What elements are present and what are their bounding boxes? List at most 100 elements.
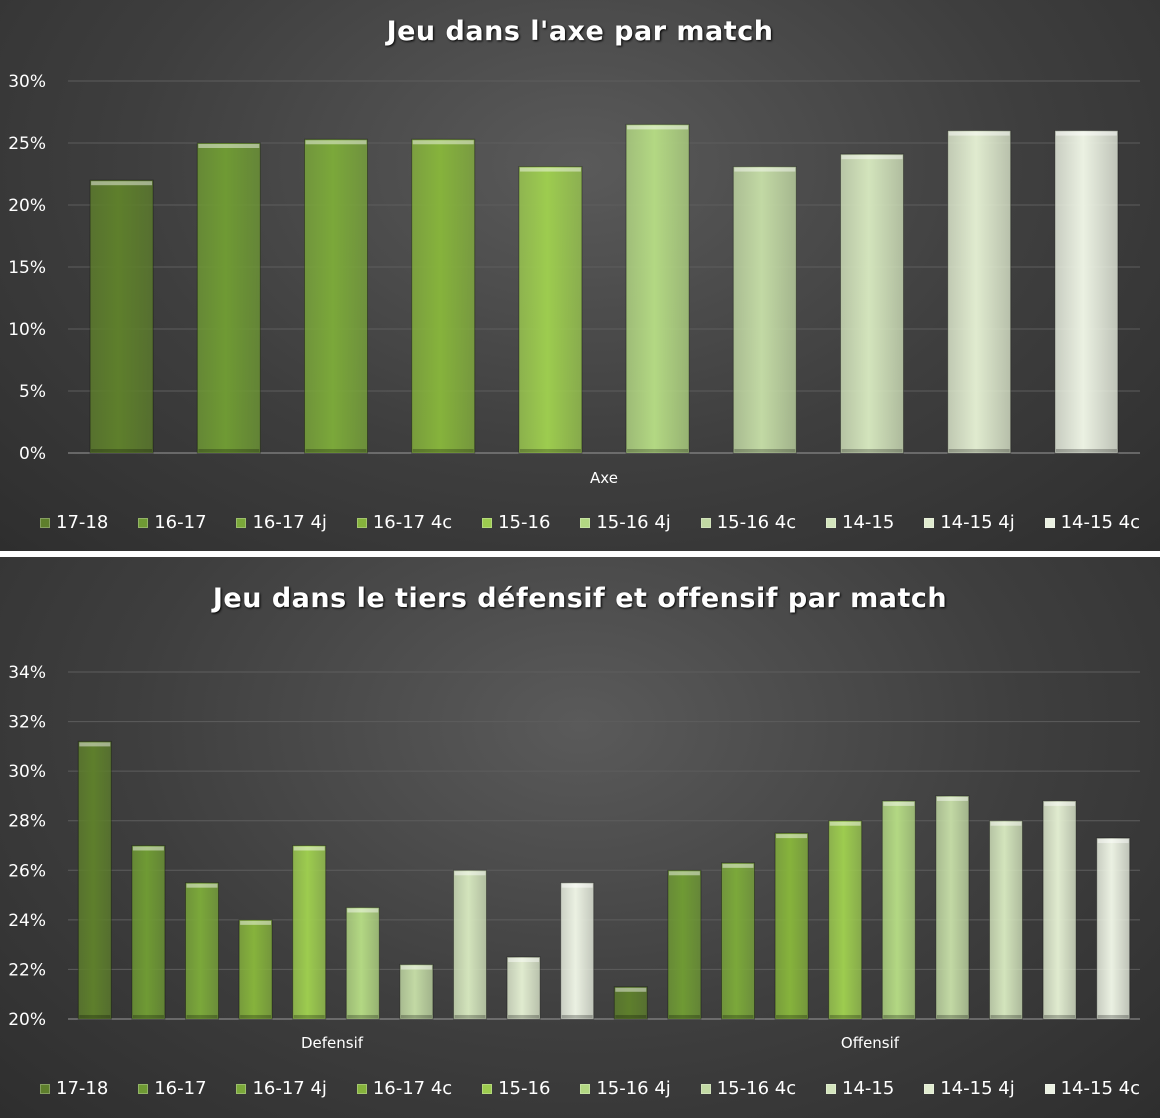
bar-highlight [776, 834, 808, 839]
bar [667, 869, 702, 1020]
legend-label: 14-15 [842, 512, 895, 533]
y-tick-label: 32% [8, 713, 46, 733]
legend-label: 15-16 4j [596, 1078, 671, 1099]
chart-tiers-plot: 20% 22% 24% 26% 28% 30% 32% 34% Defensif Offensif [8, 663, 1140, 1052]
legend-item: 14-15 4j [924, 1078, 1015, 1099]
y-tick-label: 10% [8, 320, 46, 340]
bar-shade [734, 449, 796, 452]
bar-body [560, 882, 595, 1020]
legend-label: 15-16 4c [716, 1078, 797, 1099]
bar-body [196, 142, 261, 454]
bar-body [1096, 837, 1131, 1020]
bar-shade [508, 1015, 540, 1018]
legend-label: 14-15 4c [1060, 1078, 1140, 1099]
bar-body [292, 845, 327, 1020]
bar-shade [240, 1015, 272, 1018]
bar-highlight [841, 155, 903, 160]
legend-label: 17-18 [56, 512, 109, 533]
bar [292, 845, 327, 1020]
bar-body [613, 986, 648, 1020]
bar-shade [829, 1015, 861, 1018]
bar-highlight [132, 846, 164, 851]
legend-item: 15-16 4c [700, 1078, 797, 1099]
bar-body [411, 138, 476, 454]
bar-highlight [240, 920, 272, 925]
bar-shade [347, 1015, 379, 1018]
bar-highlight [990, 821, 1022, 826]
bar [506, 956, 541, 1020]
bar [560, 882, 595, 1020]
bar-body [989, 820, 1023, 1020]
bar [881, 800, 916, 1020]
legend-swatch [580, 517, 591, 528]
bar-body [453, 869, 487, 1020]
legend-label: 14-15 4j [940, 512, 1015, 533]
bar [185, 882, 219, 1020]
legend-label: 16-17 [154, 1078, 207, 1099]
bar-body [185, 882, 219, 1020]
bar-highlight [668, 871, 700, 876]
legend-item: 16-17 4j [236, 1078, 327, 1099]
bar-shade [1055, 449, 1117, 452]
y-tick-label: 24% [8, 911, 46, 931]
bar [1054, 130, 1119, 454]
bar [131, 845, 166, 1020]
bar-highlight [79, 742, 111, 747]
bar-body [947, 130, 1012, 454]
bar-highlight [948, 131, 1010, 136]
legend-item: 15-16 [482, 512, 550, 533]
chart-title: Jeu dans le tiers défensif et offensif p… [212, 583, 948, 614]
legend-swatch [356, 1083, 367, 1094]
legend-swatch [138, 517, 149, 528]
legend-label: 15-16 [498, 512, 551, 533]
bar-shade [627, 449, 689, 452]
legend-label: 14-15 4j [940, 1078, 1015, 1099]
bar-body [667, 869, 702, 1020]
legend-label: 14-15 4c [1060, 512, 1140, 533]
legend-item: 16-17 4c [356, 512, 453, 533]
bar [721, 862, 755, 1020]
bar-highlight [508, 958, 540, 963]
bar-body [77, 740, 112, 1020]
legend-swatch [40, 1083, 50, 1094]
bar-highlight [627, 125, 689, 130]
x-category-label: Axe [590, 469, 618, 487]
bar-shade [132, 1015, 164, 1018]
bar-body [131, 845, 166, 1020]
bar [238, 919, 273, 1020]
legend-item: 16-17 [138, 1078, 207, 1099]
bar-shade [412, 449, 474, 452]
bar-highlight [1097, 839, 1129, 844]
bar-highlight [1044, 801, 1076, 806]
bar-body [304, 138, 368, 454]
x-category-label: Defensif [301, 1034, 364, 1052]
legend-swatch [580, 1083, 591, 1094]
bar-body [399, 963, 434, 1020]
y-tick-label: 28% [8, 812, 46, 832]
legend-label: 14-15 [842, 1078, 895, 1099]
y-tick-label: 34% [8, 663, 46, 683]
bar-body [828, 820, 863, 1020]
legend-swatch [138, 1083, 149, 1094]
legend-swatch [924, 517, 935, 528]
bar-shade [841, 449, 903, 452]
bar-body [625, 123, 690, 454]
bar-shade [305, 449, 367, 452]
legend: 17-18 16-17 16-17 4j 16-17 4c 15-16 15-16 4j 1… [40, 1078, 1140, 1099]
legend-swatch [826, 1083, 836, 1094]
bar-highlight [722, 863, 754, 868]
legend-label: 16-17 4c [372, 512, 453, 533]
bar [399, 963, 434, 1020]
bar-shade [186, 1015, 218, 1018]
y-tick-label: 30% [8, 72, 46, 92]
bar-body [1042, 800, 1077, 1020]
legend-item: 15-16 4c [700, 512, 796, 533]
y-tick-label: 0% [19, 444, 46, 464]
bar-highlight [400, 965, 432, 970]
bar-highlight [1055, 131, 1117, 136]
legend-swatch [40, 517, 50, 528]
bar-highlight [561, 883, 593, 888]
bar-shade [79, 1015, 111, 1018]
bar-body [721, 862, 755, 1020]
bar [518, 166, 583, 454]
